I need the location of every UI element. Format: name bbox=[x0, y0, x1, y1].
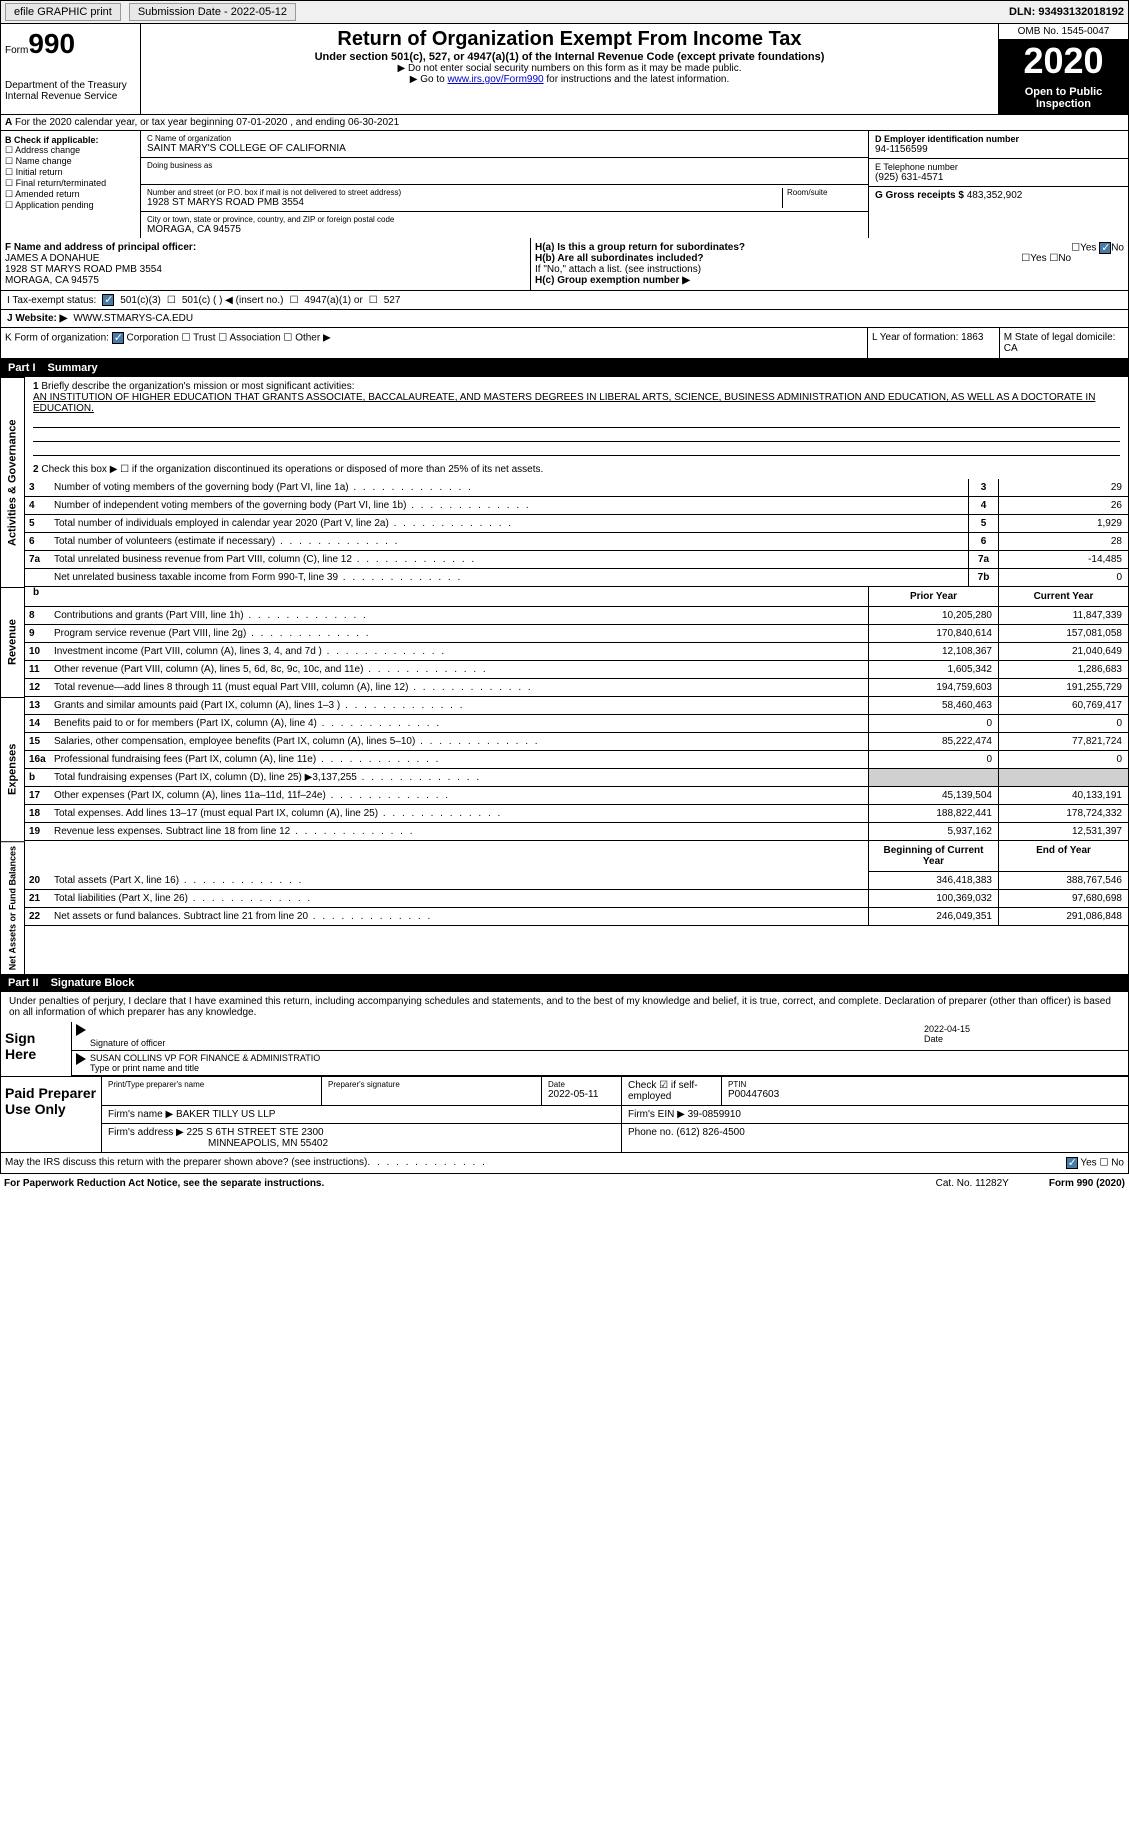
row-i: I Tax-exempt status: 501(c)(3) ☐501(c) (… bbox=[0, 291, 1129, 310]
check-corporation[interactable] bbox=[112, 332, 124, 344]
side-governance: Activities & Governance bbox=[0, 377, 25, 587]
section-fh: F Name and address of principal officer:… bbox=[0, 238, 1129, 291]
firm-ein: 39-0859910 bbox=[688, 1109, 741, 1120]
line-19: 19Revenue less expenses. Subtract line 1… bbox=[25, 823, 1128, 841]
line-3: 3Number of voting members of the governi… bbox=[25, 479, 1128, 497]
line-18: 18Total expenses. Add lines 13–17 (must … bbox=[25, 805, 1128, 823]
org-city: MORAGA, CA 94575 bbox=[147, 224, 862, 235]
form-header: Form990 Department of the Treasury Inter… bbox=[0, 24, 1129, 115]
line-7a: 7aTotal unrelated business revenue from … bbox=[25, 551, 1128, 569]
side-revenue: Revenue bbox=[0, 587, 25, 697]
line-14: 14Benefits paid to or for members (Part … bbox=[25, 715, 1128, 733]
col-current-year: Current Year bbox=[998, 587, 1128, 607]
paid-preparer-label: Paid Preparer Use Only bbox=[1, 1077, 101, 1152]
org-name: SAINT MARY'S COLLEGE OF CALIFORNIA bbox=[147, 143, 862, 154]
part1-header: Part ISummary bbox=[0, 359, 1129, 377]
line-4: 4Number of independent voting members of… bbox=[25, 497, 1128, 515]
form-subtitle: Under section 501(c), 527, or 4947(a)(1)… bbox=[145, 51, 994, 63]
top-bar: efile GRAPHIC print Submission Date - 20… bbox=[0, 0, 1129, 24]
row-klm: K Form of organization: Corporation ☐ Tr… bbox=[0, 328, 1129, 359]
check-501c3[interactable] bbox=[102, 294, 114, 306]
dln: DLN: 93493132018192 bbox=[1009, 6, 1124, 18]
line-5: 5Total number of individuals employed in… bbox=[25, 515, 1128, 533]
org-street: 1928 ST MARYS ROAD PMB 3554 bbox=[147, 197, 782, 208]
irs-link[interactable]: www.irs.gov/Form990 bbox=[447, 74, 543, 85]
line-11: 11Other revenue (Part VIII, column (A), … bbox=[25, 661, 1128, 679]
col-end: End of Year bbox=[998, 841, 1128, 872]
paperwork-notice: For Paperwork Reduction Act Notice, see … bbox=[4, 1178, 324, 1189]
department: Department of the Treasury Internal Reve… bbox=[5, 80, 136, 102]
mission-text: AN INSTITUTION OF HIGHER EDUCATION THAT … bbox=[33, 392, 1095, 414]
form-footer: Form 990 (2020) bbox=[1049, 1178, 1125, 1189]
row-j: J Website: ▶ WWW.STMARYS-CA.EDU bbox=[0, 310, 1129, 328]
omb-number: OMB No. 1545-0047 bbox=[999, 24, 1128, 40]
form-title: Return of Organization Exempt From Incom… bbox=[145, 28, 994, 51]
line-: Net unrelated business taxable income fr… bbox=[25, 569, 1128, 587]
phone: (925) 631-4571 bbox=[875, 172, 1122, 183]
check-discuss-yes[interactable] bbox=[1066, 1157, 1078, 1169]
col-prior-year: Prior Year bbox=[868, 587, 998, 607]
note-ssn: ▶ Do not enter social security numbers o… bbox=[145, 63, 994, 74]
check-name-change[interactable]: ☐ Name change bbox=[5, 156, 136, 167]
discuss-row: May the IRS discuss this return with the… bbox=[0, 1153, 1129, 1174]
check-final-return[interactable]: ☐ Final return/terminated bbox=[5, 178, 136, 189]
line-6: 6Total number of volunteers (estimate if… bbox=[25, 533, 1128, 551]
line-b: bTotal fundraising expenses (Part IX, co… bbox=[25, 769, 1128, 787]
section-b-header: B Check if applicable: bbox=[5, 135, 99, 145]
line-16a: 16aProfessional fundraising fees (Part I… bbox=[25, 751, 1128, 769]
firm-phone: (612) 826-4500 bbox=[676, 1127, 744, 1138]
ein: 94-1156599 bbox=[875, 144, 1122, 155]
website: WWW.STMARYS-CA.EDU bbox=[73, 313, 193, 324]
line-21: 21Total liabilities (Part X, line 26) 10… bbox=[25, 890, 1128, 908]
line-12: 12Total revenue—add lines 8 through 11 (… bbox=[25, 679, 1128, 697]
year-formation: L Year of formation: 1863 bbox=[868, 328, 1000, 358]
tax-year: 2020 bbox=[999, 40, 1128, 82]
public-inspection: Open to Public Inspection bbox=[999, 82, 1128, 114]
line-17: 17Other expenses (Part IX, column (A), l… bbox=[25, 787, 1128, 805]
state-domicile: M State of legal domicile: CA bbox=[1000, 328, 1128, 358]
line-13: 13Grants and similar amounts paid (Part … bbox=[25, 697, 1128, 715]
line-22: 22Net assets or fund balances. Subtract … bbox=[25, 908, 1128, 926]
firm-name: BAKER TILLY US LLP bbox=[176, 1109, 276, 1120]
line-15: 15Salaries, other compensation, employee… bbox=[25, 733, 1128, 751]
section-bcde: B Check if applicable: ☐ Address change … bbox=[0, 131, 1129, 238]
sign-here-label: Sign Here bbox=[1, 1022, 71, 1076]
check-application-pending[interactable]: ☐ Application pending bbox=[5, 200, 136, 211]
col-beginning: Beginning of Current Year bbox=[868, 841, 998, 872]
part2-header: Part IISignature Block bbox=[0, 974, 1129, 992]
gross-receipts: 483,352,902 bbox=[967, 190, 1023, 201]
line-10: 10Investment income (Part VIII, column (… bbox=[25, 643, 1128, 661]
officer-signature-name: SUSAN COLLINS VP FOR FINANCE & ADMINISTR… bbox=[90, 1053, 320, 1063]
cat-number: Cat. No. 11282Y bbox=[936, 1178, 1009, 1189]
line-8: 8Contributions and grants (Part VIII, li… bbox=[25, 607, 1128, 625]
side-expenses: Expenses bbox=[0, 697, 25, 841]
submission-date: Submission Date - 2022-05-12 bbox=[129, 3, 296, 21]
side-net-assets: Net Assets or Fund Balances bbox=[0, 841, 25, 974]
form-number: 990 bbox=[28, 28, 75, 59]
check-initial-return[interactable]: ☐ Initial return bbox=[5, 167, 136, 178]
line-20: 20Total assets (Part X, line 16) 346,418… bbox=[25, 872, 1128, 890]
line-9: 9Program service revenue (Part VIII, lin… bbox=[25, 625, 1128, 643]
check-address-change[interactable]: ☐ Address change bbox=[5, 145, 136, 156]
officer-name: JAMES A DONAHUE bbox=[5, 253, 99, 264]
check-amended-return[interactable]: ☐ Amended return bbox=[5, 189, 136, 200]
ptin: P00447603 bbox=[728, 1089, 1122, 1100]
declaration: Under penalties of perjury, I declare th… bbox=[1, 992, 1128, 1022]
form-label: Form bbox=[5, 45, 28, 56]
row-a: A For the 2020 calendar year, or tax yea… bbox=[0, 115, 1129, 131]
efile-button[interactable]: efile GRAPHIC print bbox=[5, 3, 121, 21]
